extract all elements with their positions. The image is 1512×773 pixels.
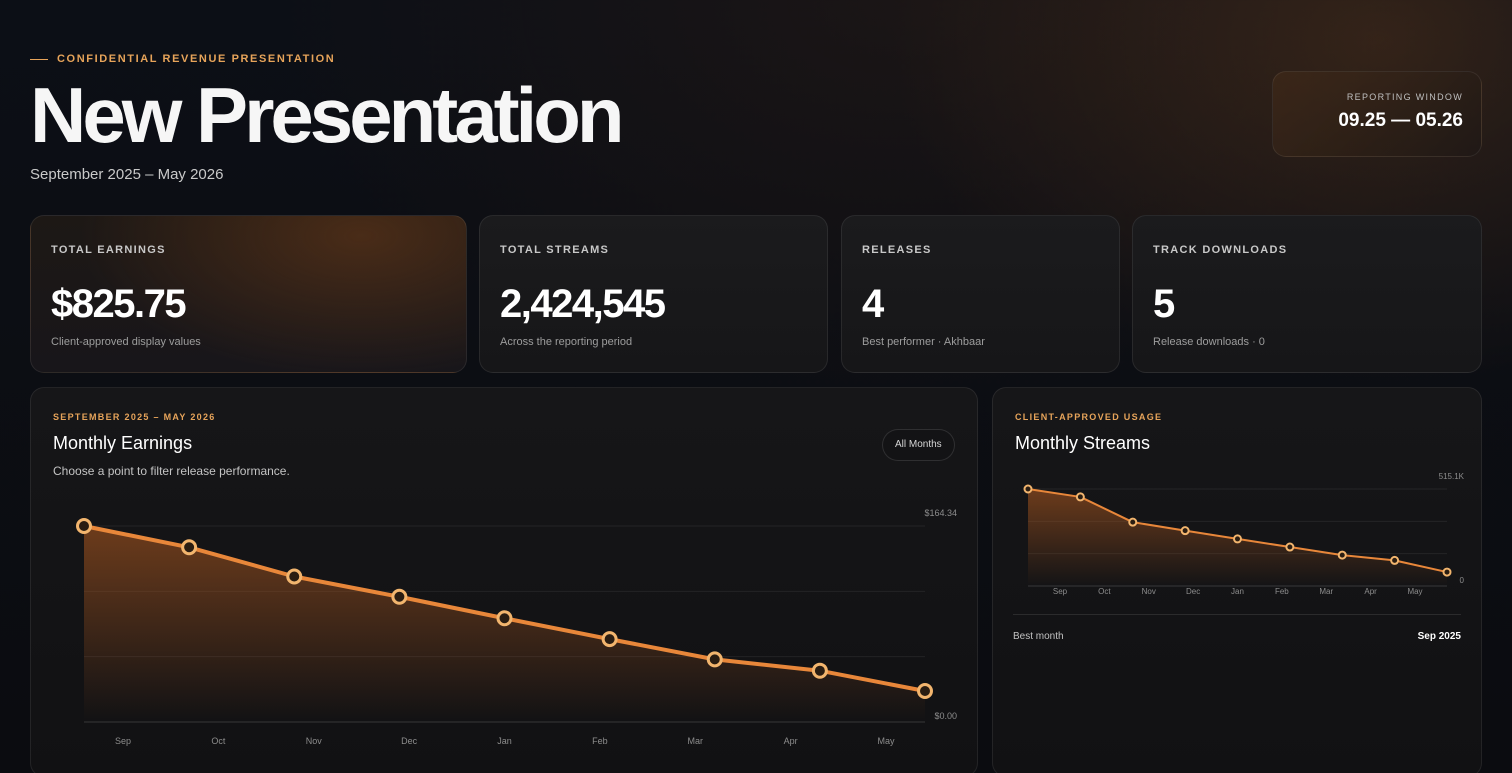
stat-note: Across the reporting period [500, 336, 633, 348]
header-eyebrow: CONFIDENTIAL REVENUE PRESENTATION [30, 53, 335, 65]
x-tick-label: Oct [1098, 587, 1111, 596]
reporting-window-value: 09.25 — 05.26 [1338, 110, 1463, 131]
data-point[interactable] [1075, 492, 1085, 502]
x-tick-label: Jan [497, 736, 512, 746]
best-month-divider [1013, 614, 1461, 615]
eyebrow-text: CONFIDENTIAL REVENUE PRESENTATION [57, 53, 336, 65]
data-point[interactable] [1180, 526, 1190, 536]
streams-title: Monthly Streams [1015, 433, 1151, 453]
area-fill [1028, 489, 1447, 586]
x-tick-label: Dec [401, 736, 418, 746]
stat-label: TRACK DOWNLOADS [1153, 244, 1288, 256]
x-tick-label: May [1407, 587, 1422, 596]
data-point[interactable] [1337, 550, 1347, 560]
stat-note: Client-approved display values [51, 336, 201, 348]
data-point[interactable] [286, 568, 303, 585]
x-tick-label: Nov [1142, 587, 1156, 596]
stat-card-releases: RELEASES 4 Best performer · Akhbaar [841, 215, 1120, 373]
earnings-eyebrow: SEPTEMBER 2025 – MAY 2026 [53, 412, 216, 422]
data-point[interactable] [76, 518, 92, 534]
stat-label: TOTAL EARNINGS [51, 244, 166, 256]
data-point[interactable] [1233, 534, 1242, 544]
data-point[interactable] [811, 662, 828, 679]
page-subtitle: September 2025 – May 2026 [30, 166, 224, 183]
data-point[interactable] [391, 588, 408, 605]
earnings-panel: SEPTEMBER 2025 – MAY 2026 Monthly Earnin… [30, 387, 978, 773]
data-point[interactable] [1390, 555, 1400, 565]
data-point[interactable] [1023, 484, 1033, 494]
x-tick-label: Mar [1319, 587, 1333, 596]
x-tick-label: Nov [306, 736, 323, 746]
data-point[interactable] [181, 539, 198, 556]
data-point[interactable] [1442, 567, 1452, 577]
reporting-window-card: REPORTING WINDOW 09.25 — 05.26 [1272, 71, 1482, 157]
x-tick-label: Jan [1231, 587, 1244, 596]
data-point[interactable] [496, 610, 513, 627]
reporting-window-label: REPORTING WINDOW [1346, 92, 1463, 102]
x-tick-label: Sep [1053, 587, 1068, 596]
x-tick-label: Oct [211, 736, 226, 746]
stat-value: 2,424,545 [500, 282, 666, 326]
y-tick-label-min: $0.00 [934, 711, 957, 721]
earnings-title: Monthly Earnings [53, 433, 193, 453]
best-month-value: Sep 2025 [1417, 631, 1461, 642]
streams-panel: CLIENT-APPROVED USAGE Monthly Streams Se… [992, 387, 1482, 773]
stat-value: $825.75 [51, 282, 187, 326]
x-tick-label: May [877, 736, 895, 746]
x-tick-label: Apr [784, 736, 798, 746]
stat-note: Release downloads · 0 [1153, 336, 1265, 348]
data-point[interactable] [917, 682, 933, 699]
x-tick-label: Feb [1275, 587, 1289, 596]
y-tick-label-max: 515.1K [1439, 472, 1465, 481]
stat-value: 5 [1153, 282, 1175, 326]
x-tick-label: Dec [1186, 587, 1200, 596]
stat-label: RELEASES [862, 244, 932, 256]
earnings-chart: Sep Oct Nov Dec Jan Feb Mar Apr May $164.34 $0.00 [76, 508, 957, 746]
stat-card-earnings: TOTAL EARNINGS $825.75 Client-approved d… [30, 215, 467, 373]
earnings-description: Choose a point to filter release perform… [53, 464, 290, 478]
stat-card-downloads: TRACK DOWNLOADS 5 Release downloads · 0 [1132, 215, 1482, 373]
streams-eyebrow: CLIENT-APPROVED USAGE [1015, 412, 1163, 422]
x-tick-label: Apr [1364, 587, 1377, 596]
y-tick-label-max: $164.34 [924, 508, 957, 518]
y-tick-label-min: 0 [1460, 576, 1465, 585]
data-point[interactable] [601, 631, 618, 648]
x-tick-label: Sep [115, 736, 131, 746]
stat-label: TOTAL STREAMS [500, 244, 610, 256]
data-point[interactable] [1285, 542, 1295, 552]
streams-chart: Sep Oct Nov Dec Jan Feb Mar Apr May 515.1K 0 [1023, 472, 1465, 596]
stat-card-streams: TOTAL STREAMS 2,424,545 Across the repor… [479, 215, 828, 373]
page-title: New Presentation [30, 71, 625, 159]
eyebrow-line [30, 58, 48, 60]
data-point[interactable] [1128, 517, 1138, 527]
x-tick-label: Mar [688, 736, 704, 746]
stat-note: Best performer · Akhbaar [862, 336, 985, 348]
all-months-button[interactable]: All Months [882, 429, 955, 461]
data-point[interactable] [706, 651, 723, 668]
best-month-label: Best month [1013, 631, 1064, 642]
x-tick-label: Feb [592, 736, 608, 746]
stat-value: 4 [862, 282, 884, 326]
